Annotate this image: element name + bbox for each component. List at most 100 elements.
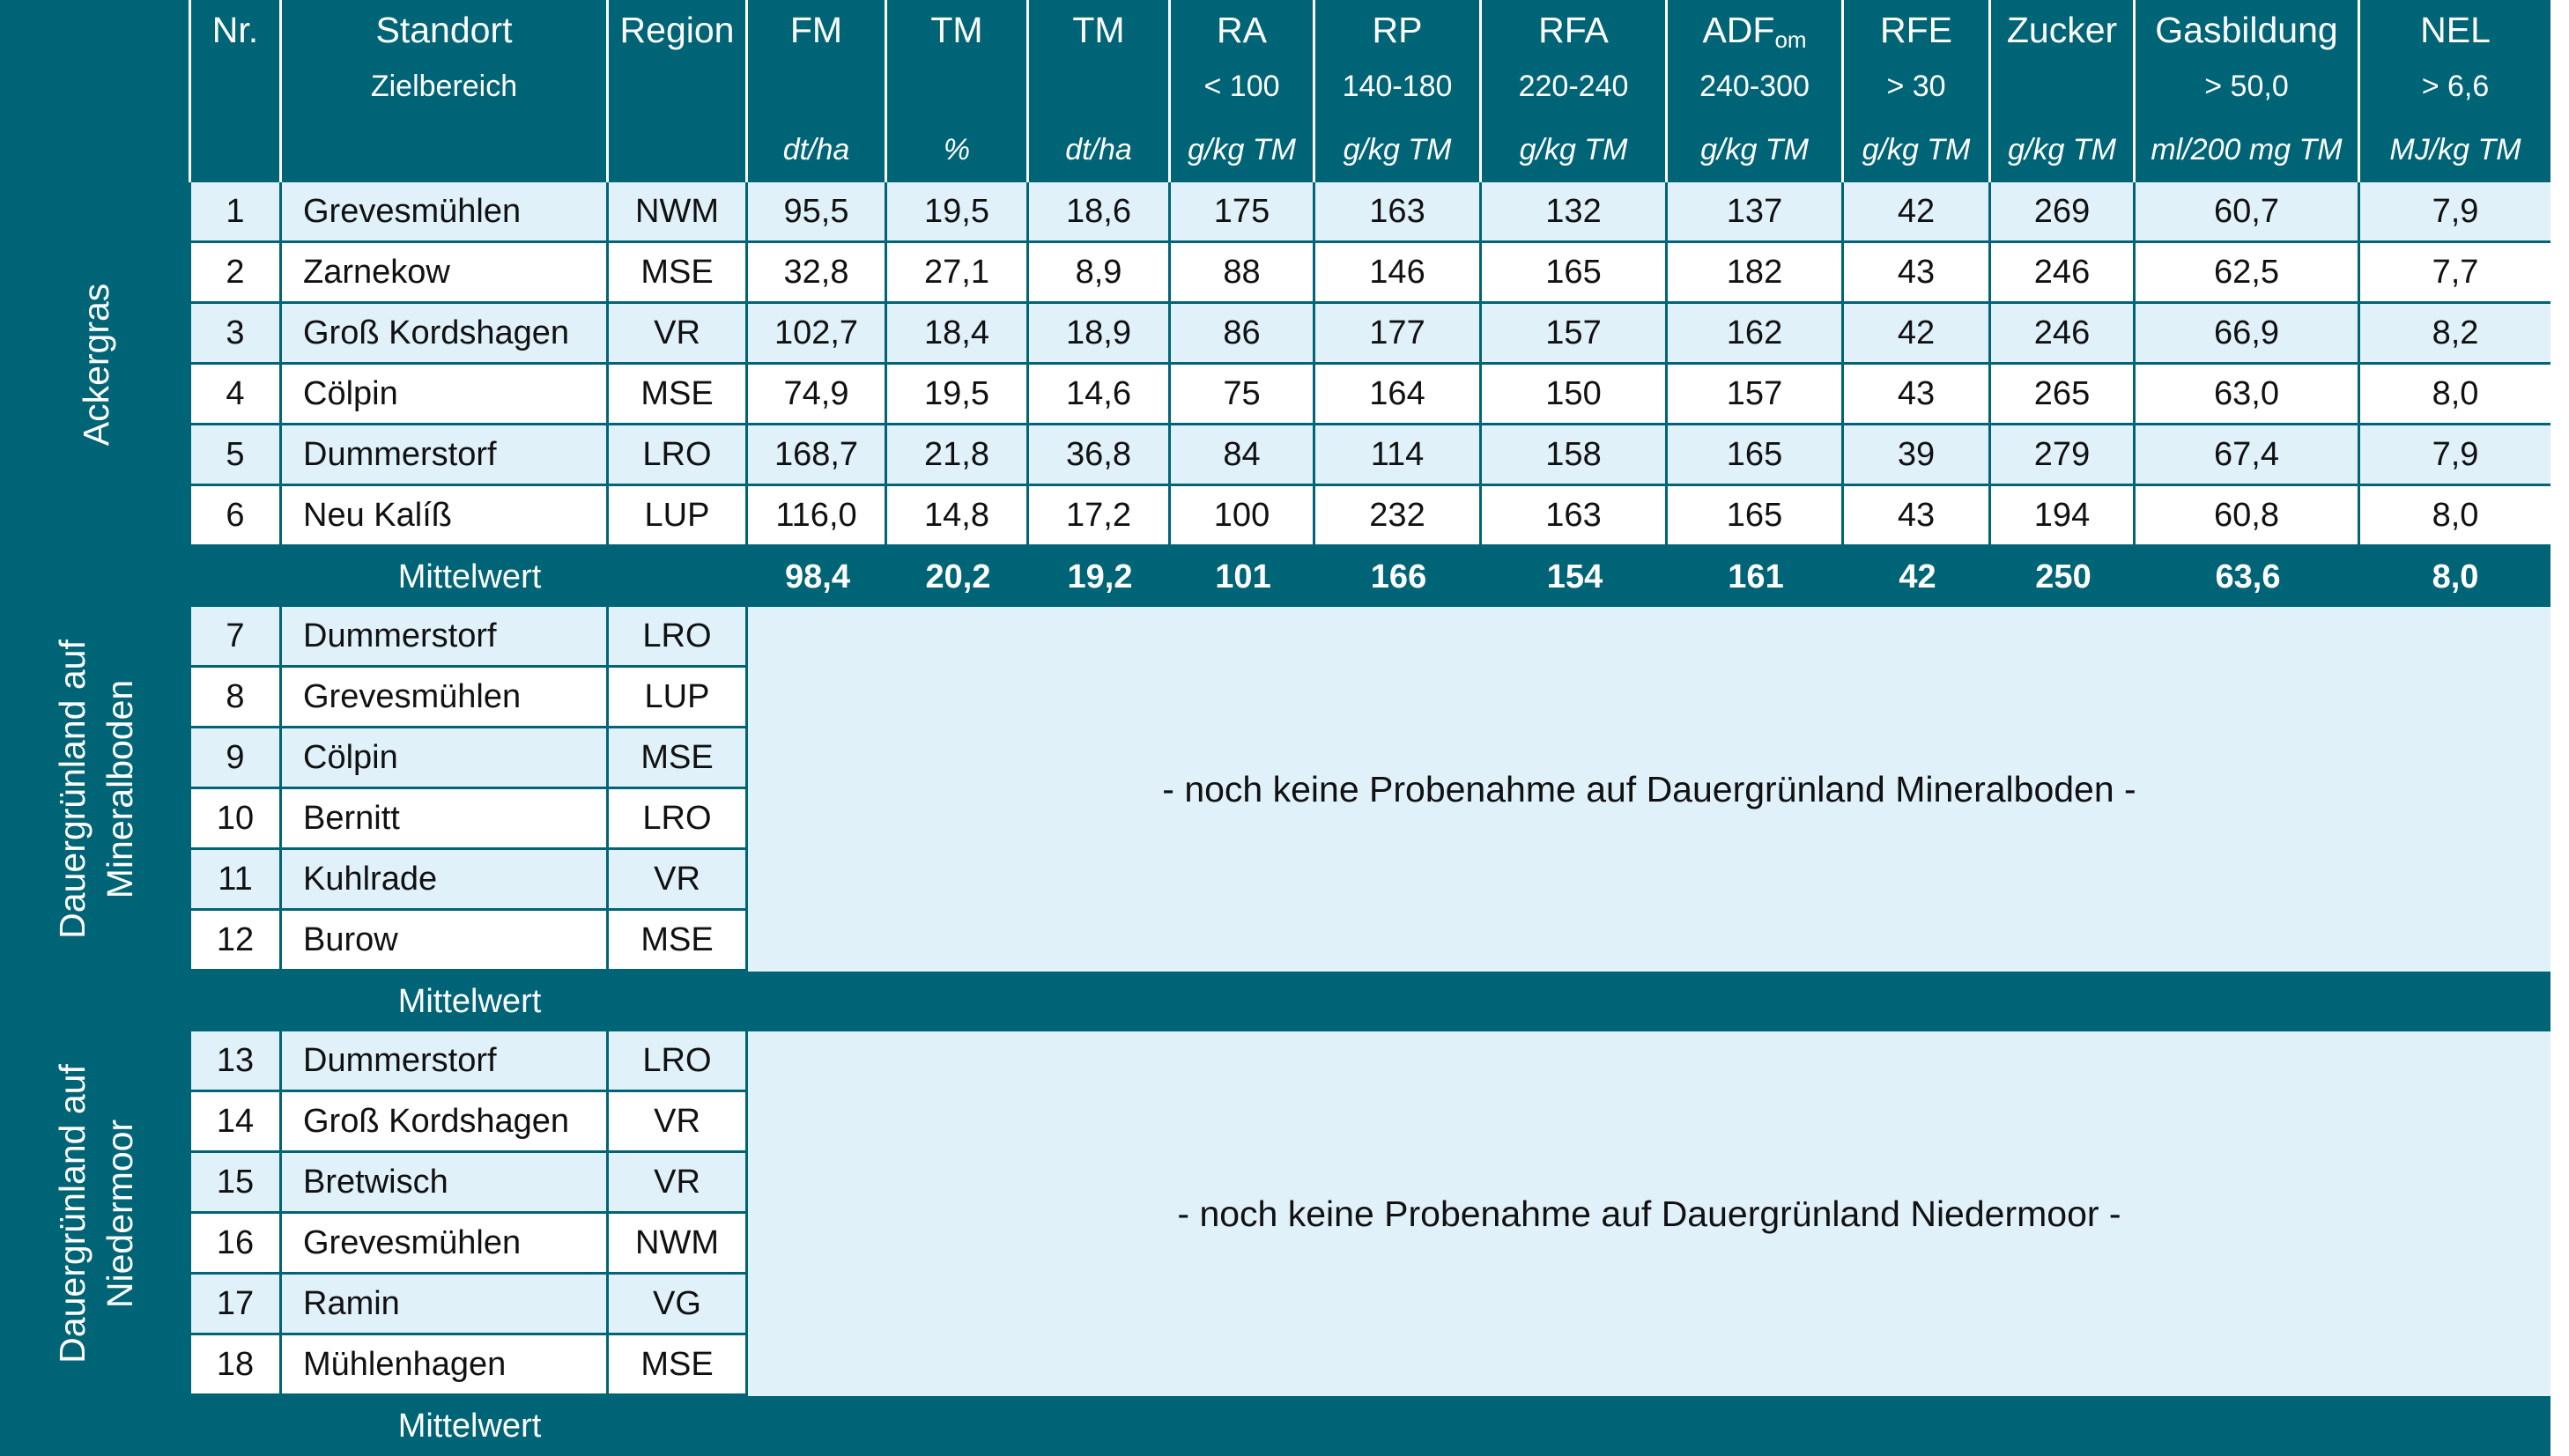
cell-value: 19,5 [887,182,1029,243]
cell-nr: 3 [191,304,282,365]
cell-nr: 7 [191,607,282,668]
mean-value: 63,6 [2136,547,2360,607]
cell-value: 279 [1991,425,2136,486]
column-header-target: > 50,0 [2204,70,2289,103]
cell-nr: 13 [191,1031,282,1092]
cell-value: 74,9 [748,365,887,425]
column-header-title-text: RFE [1880,10,1952,50]
cell-region: MSE [609,365,748,425]
cell-standort: Neu Kalíß [282,486,609,547]
cell-value: 18,4 [887,304,1029,365]
column-header-title: NEL [2420,5,2491,55]
column-header-title-text: RA [1217,10,1267,50]
column-header: TM dt/ha [1029,0,1171,182]
cell-value: 157 [1482,304,1668,365]
cell-region: VR [609,1153,748,1214]
column-header-title-text: Nr. [211,10,259,50]
mean-value: 98,4 [748,547,887,607]
cell-standort: Dummerstorf [282,607,609,668]
column-header-unit: g/kg TM [2008,133,2116,166]
cell-region: LRO [609,1031,748,1092]
cell-value: 27,1 [887,243,1029,304]
column-header-title-text: Region [619,10,735,50]
cell-standort: Grevesmühlen [282,668,609,728]
column-header-title: Nr. [212,5,258,55]
cell-region: MSE [609,1335,748,1396]
cell-region: LRO [609,789,748,850]
cell-nr: 1 [191,182,282,243]
cell-value: 95,5 [748,182,887,243]
cell-standort: Mühlenhagen [282,1335,609,1396]
column-header-unit: g/kg TM [1700,133,1809,166]
column-header-target: 140-180 [1342,70,1453,103]
cell-nr: 15 [191,1153,282,1214]
cell-nr: 5 [191,425,282,486]
column-header-unit: g/kg TM [1188,133,1296,166]
cell-value: 146 [1315,243,1482,304]
no-sampling-note: - noch keine Probenahme auf Dauergrünlan… [748,607,2550,972]
mean-empty [748,972,2550,1031]
cell-value: 162 [1668,304,1844,365]
column-header-unit: g/kg TM [1343,133,1452,166]
cell-value: 7,9 [2360,182,2550,243]
cell-nr: 12 [191,911,282,972]
column-header: TM% [887,0,1029,182]
column-header-target: 220-240 [1518,70,1629,103]
column-header-unit: % [943,133,971,166]
cell-standort: Groß Kordshagen [282,1092,609,1153]
column-header: Gasbildung > 50,0 ml/200 mg TM [2136,0,2360,182]
cell-value: 182 [1668,243,1844,304]
cell-value: 102,7 [748,304,887,365]
mean-label: Mittelwert [0,972,748,1031]
column-header: Region [609,0,748,182]
mean-value: 42 [1844,547,1991,607]
group-label-line: Dauergrünland auf [51,639,93,939]
mean-value: 154 [1482,547,1668,607]
mean-value: 101 [1171,547,1315,607]
cell-value: 14,6 [1029,365,1171,425]
column-header-unit: g/kg TM [1862,133,1971,166]
cell-value: 116,0 [748,486,887,547]
cell-value: 194 [1991,486,2136,547]
mean-value: 20,2 [887,547,1029,607]
column-header-unit: dt/ha [782,133,850,166]
cell-standort: Bretwisch [282,1153,609,1214]
cell-value: 168,7 [748,425,887,486]
column-header-target: > 6,6 [2421,70,2490,103]
cell-value: 43 [1844,365,1991,425]
column-header: Standort Zielbereich [282,0,609,182]
cell-value: 165 [1668,425,1844,486]
cell-standort: Groß Kordshagen [282,304,609,365]
cell-standort: Kuhlrade [282,850,609,911]
cell-value: 63,0 [2136,365,2360,425]
cell-value: 114 [1315,425,1482,486]
cell-value: 32,8 [748,243,887,304]
cell-nr: 4 [191,365,282,425]
cell-value: 62,5 [2136,243,2360,304]
group-label-line: Ackergras [75,283,116,447]
cell-region: LRO [609,607,748,668]
cell-standort: Ramin [282,1275,609,1335]
cell-region: MSE [609,728,748,789]
cell-value: 8,0 [2360,365,2550,425]
cell-nr: 9 [191,728,282,789]
cell-region: MSE [609,911,748,972]
column-header-title: Zucker [2007,5,2117,55]
cell-standort: Cölpin [282,728,609,789]
group-label-text: Dauergrünland auf Mineralboden [48,639,144,939]
cell-region: LUP [609,668,748,728]
cell-standort: Cölpin [282,365,609,425]
column-header: RFE > 30 g/kg TM [1844,0,1991,182]
cell-value: 18,6 [1029,182,1171,243]
cell-standort: Grevesmühlen [282,182,609,243]
cell-region: LUP [609,486,748,547]
cell-value: 246 [1991,304,2136,365]
column-header-title: RFE [1880,5,1952,55]
column-header-title: Region [620,5,735,55]
cell-region: VR [609,304,748,365]
cell-region: VG [609,1275,748,1335]
column-header-title: TM [930,5,982,55]
cell-value: 21,8 [887,425,1029,486]
cell-nr: 18 [191,1335,282,1396]
